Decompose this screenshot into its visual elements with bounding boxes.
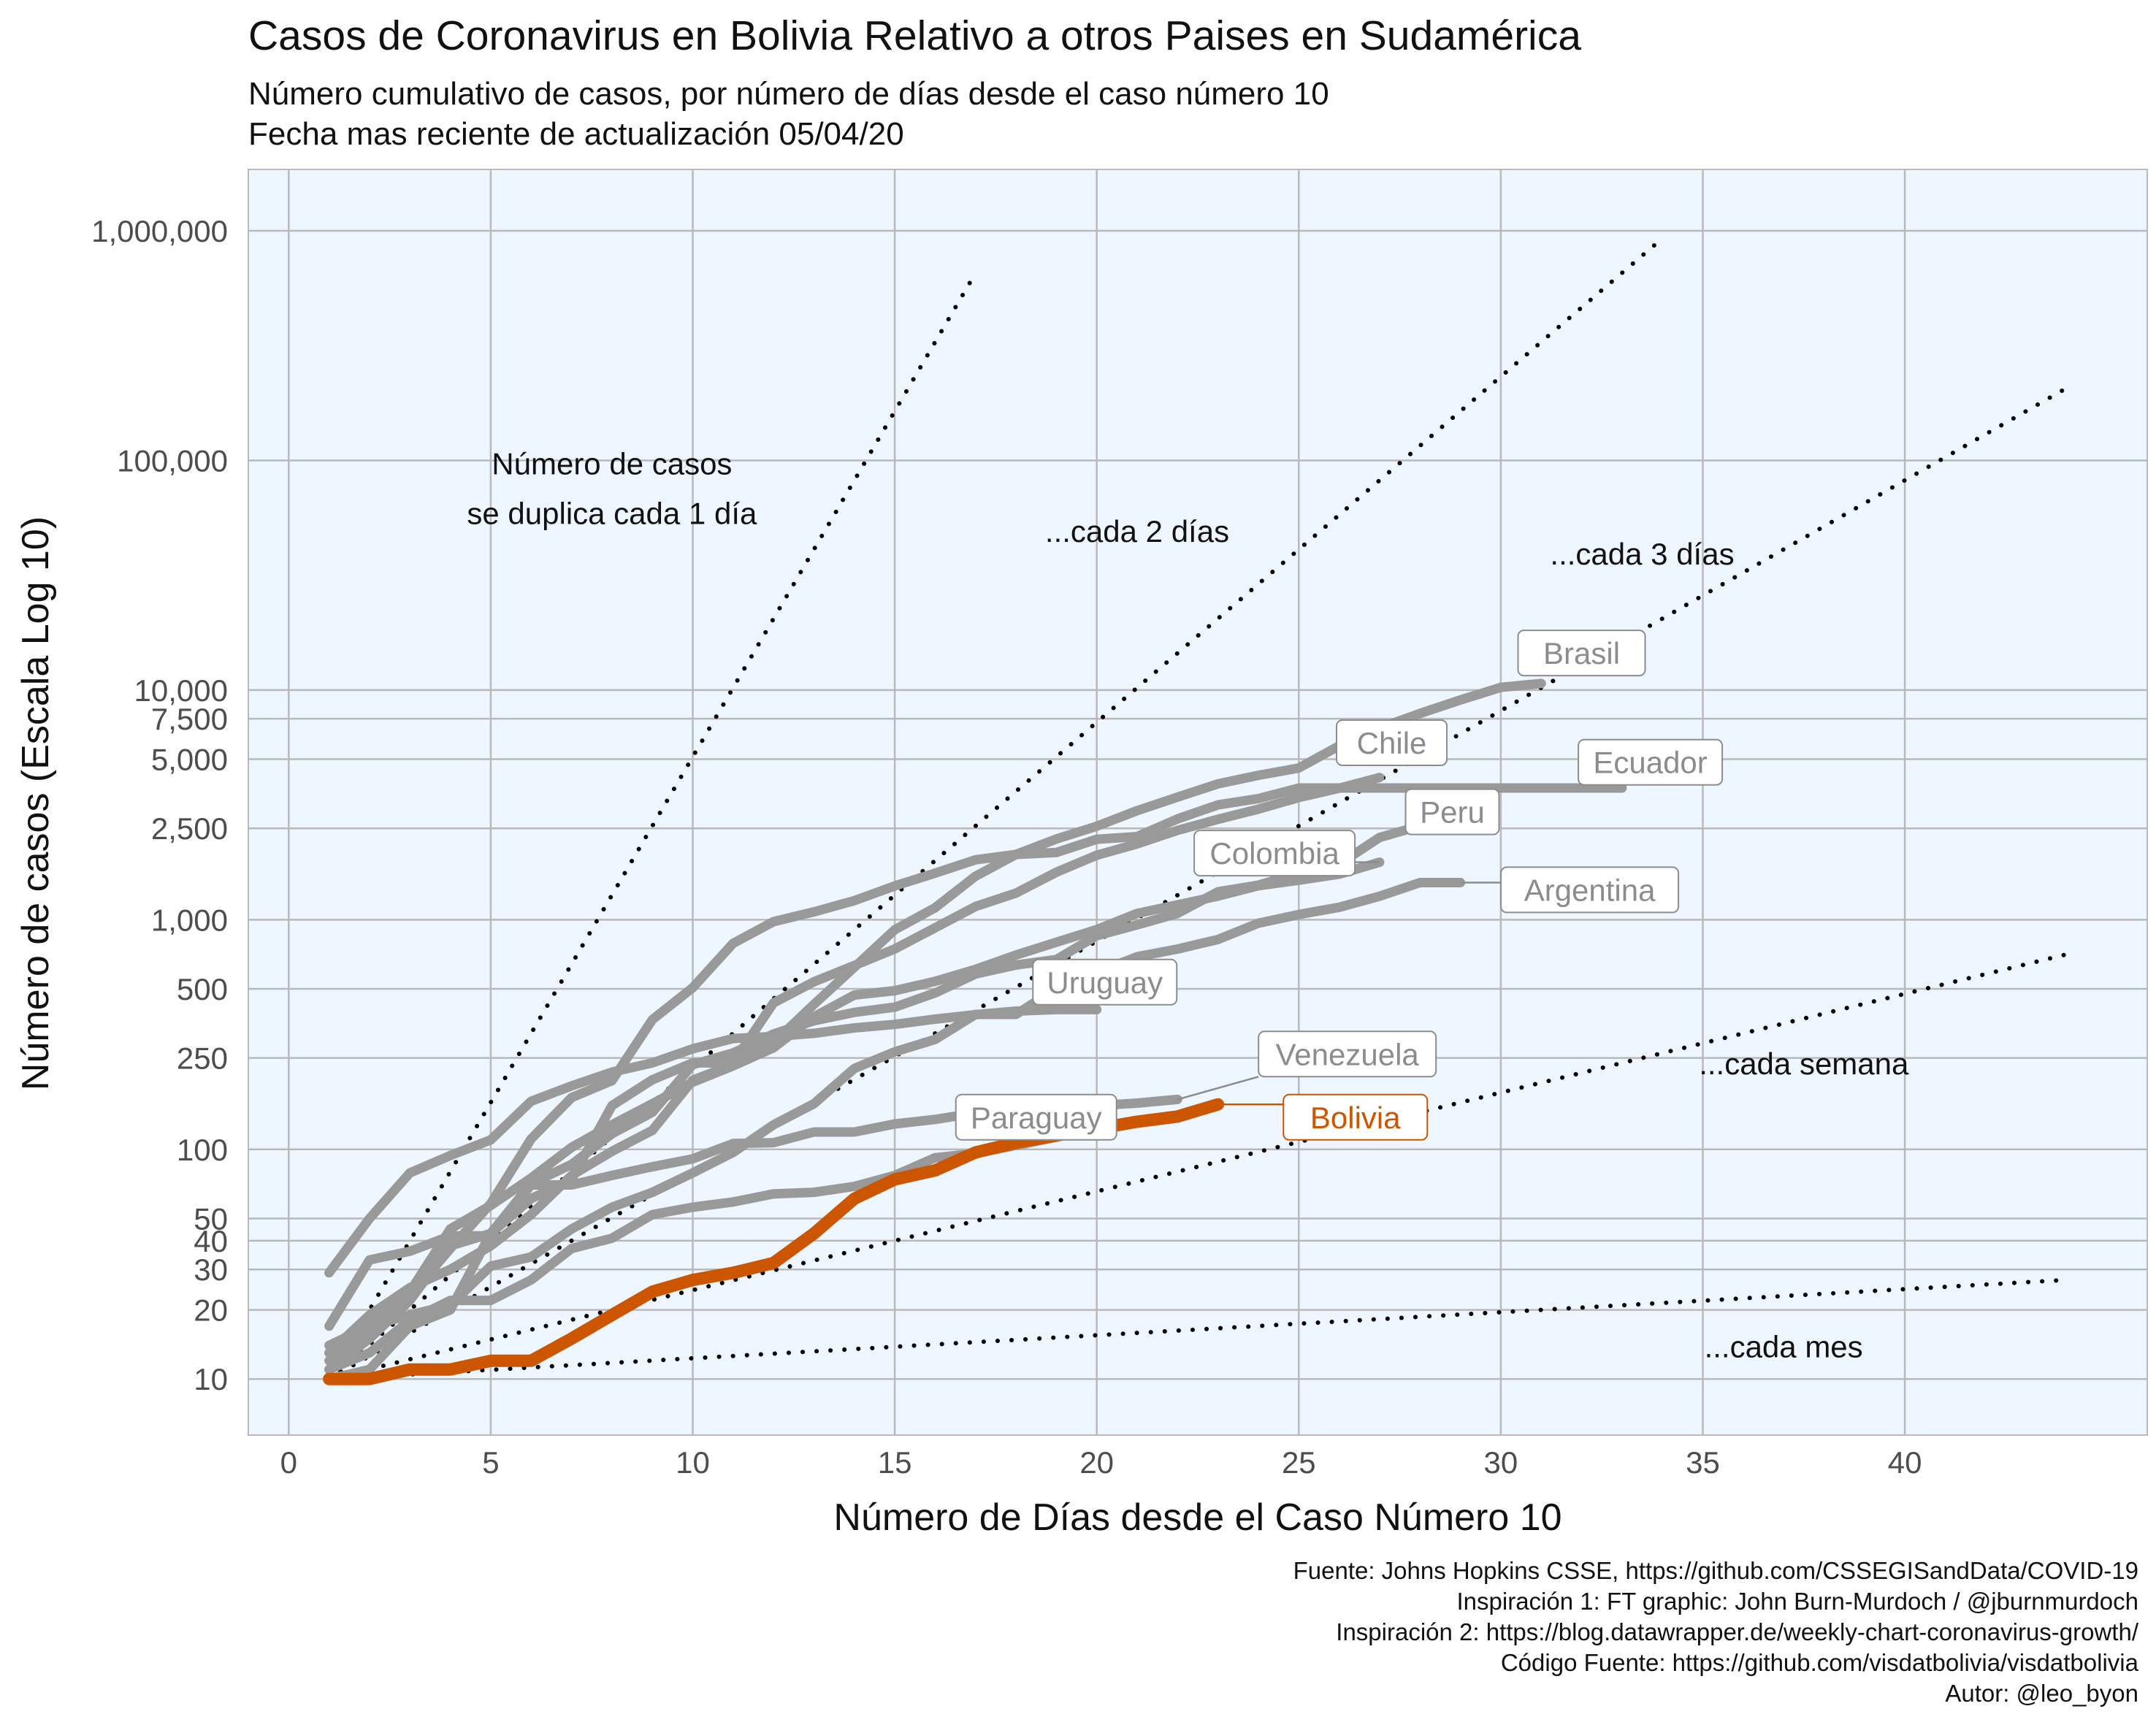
- chart-title: Casos de Coronavirus en Bolivia Relativo…: [248, 12, 1581, 59]
- x-axis: 0 5 10 15 20 25 30 35 40: [280, 1445, 1922, 1480]
- reference-line-label: ...cada 2 días: [1045, 514, 1229, 548]
- chart-subtitle-line-2: Fecha mas reciente de actualización 05/0…: [248, 116, 904, 152]
- series-line-ecuador: [324, 783, 1627, 1350]
- series-label-paraguay: Paraguay: [971, 1101, 1102, 1135]
- reference-line-label: ...cada semana: [1699, 1047, 1909, 1081]
- series-label-bolivia: Bolivia: [1310, 1101, 1401, 1135]
- series-line-colombia: [324, 857, 1385, 1358]
- series-label-uruguay: Uruguay: [1047, 965, 1163, 1000]
- series-label-ecuador: Ecuador: [1593, 746, 1707, 780]
- chart-subtitle-line-1: Número cumulativo de casos, por número d…: [248, 76, 1329, 112]
- x-tick-label: 10: [676, 1445, 710, 1480]
- series-line-argentina: [324, 878, 1466, 1366]
- y-tick-label: 20: [194, 1293, 228, 1328]
- caption-line: Fuente: Johns Hopkins CSSE, https://gith…: [1293, 1557, 2138, 1584]
- x-tick-label: 15: [878, 1445, 912, 1480]
- series-label-brasil: Brasil: [1543, 636, 1620, 670]
- y-tick-label: 10,000: [134, 673, 228, 708]
- caption: Fuente: Johns Hopkins CSSE, https://gith…: [1293, 1557, 2139, 1707]
- plot-panel: [248, 169, 2148, 1436]
- series-line-uruguay: [324, 1004, 1102, 1278]
- y-tick-label: 2,500: [151, 811, 228, 846]
- caption-line: Inspiración 2: https://blog.datawrapper.…: [1336, 1618, 2139, 1645]
- y-tick-label: 5,000: [151, 743, 228, 777]
- series-label-box: [1258, 1030, 1437, 1078]
- y-tick-label: 10: [194, 1362, 228, 1396]
- x-axis-title: Número de Días desde el Caso Número 10: [833, 1496, 1561, 1539]
- y-tick-label: 50: [194, 1201, 228, 1236]
- country-labels: Brasil Chile Ecuador Peru Colombia Argentina U…: [955, 630, 1724, 1141]
- x-tick-label: 0: [280, 1445, 297, 1480]
- y-axis: 10203040501002505001,0002,5005,0007,5001…: [91, 214, 228, 1396]
- y-tick-label: 30: [194, 1252, 228, 1287]
- y-tick-label: 500: [177, 972, 228, 1006]
- caption-line: Inspiración 1: FT graphic: John Burn-Mur…: [1457, 1588, 2139, 1615]
- reference-line: [326, 386, 2069, 1382]
- series-label-box: [1578, 738, 1724, 786]
- label-connector: [1177, 1076, 1259, 1101]
- x-tick-label: 30: [1484, 1445, 1518, 1480]
- y-axis-title: Número de casos (Escala Log 10): [15, 516, 57, 1090]
- y-tick-label: 250: [177, 1041, 228, 1076]
- y-tick-label: 1,000: [151, 903, 228, 937]
- reference-line-label: ...cada 3 días: [1550, 537, 1734, 571]
- caption-line: Código Fuente: https://github.com/visdat…: [1501, 1649, 2139, 1676]
- series-label-box: [1404, 788, 1500, 835]
- series-label-box: [1500, 866, 1680, 914]
- x-tick-label: 35: [1686, 1445, 1720, 1480]
- series-label-box: [1193, 830, 1356, 877]
- y-tick-label: 100,000: [117, 443, 228, 478]
- x-tick-label: 5: [482, 1445, 499, 1480]
- series-label-peru: Peru: [1420, 795, 1485, 830]
- reference-line-label: se duplica cada 1 día: [467, 497, 757, 531]
- reference-line-label: ...cada mes: [1705, 1329, 1863, 1363]
- reference-line-label: Número de casos: [492, 447, 732, 481]
- series-label-box: [1336, 719, 1448, 766]
- series-label-box: [1282, 1093, 1429, 1141]
- y-tick-label: 100: [177, 1133, 228, 1167]
- y-tick-label: 7,500: [151, 702, 228, 736]
- series-label-venezuela: Venezuela: [1276, 1037, 1420, 1071]
- reference-line: [326, 1277, 2069, 1382]
- series-label-box: [955, 1093, 1117, 1141]
- x-tick-label: 20: [1079, 1445, 1114, 1480]
- series-label-chile: Chile: [1357, 726, 1427, 760]
- series-line-paraguay: [324, 1132, 1061, 1374]
- y-tick-label: 40: [194, 1224, 228, 1258]
- x-tick-label: 25: [1282, 1445, 1316, 1480]
- series-label-box: [1032, 958, 1178, 1006]
- reference-line: [326, 270, 978, 1382]
- caption-line: Autor: @leo_byon: [1945, 1680, 2138, 1707]
- x-tick-label: 40: [1888, 1445, 1922, 1480]
- series-label-box: [1517, 630, 1646, 677]
- grid: [248, 169, 2147, 1435]
- series-label-argentina: Argentina: [1524, 873, 1656, 907]
- series-label-colombia: Colombia: [1209, 836, 1339, 871]
- y-tick-label: 1,000,000: [91, 214, 228, 248]
- reference-line: [326, 952, 2069, 1382]
